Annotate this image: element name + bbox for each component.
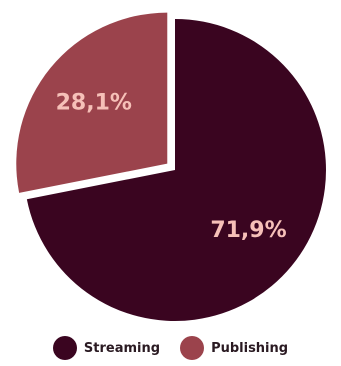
pie-slice-streaming[interactable] bbox=[26, 19, 326, 321]
data-label-streaming: 71,9% bbox=[210, 218, 286, 243]
legend: Streaming Publishing bbox=[0, 336, 341, 360]
legend-item-streaming[interactable]: Streaming bbox=[52, 336, 161, 360]
legend-label-streaming: Streaming bbox=[83, 340, 161, 356]
data-label-publishing: 28,1% bbox=[56, 91, 132, 116]
legend-label-publishing: Publishing bbox=[211, 340, 289, 356]
legend-item-publishing[interactable]: Publishing bbox=[180, 336, 288, 360]
legend-swatch-streaming bbox=[52, 336, 77, 360]
legend-swatch-publishing bbox=[180, 336, 205, 360]
pie-slice-publishing[interactable] bbox=[16, 12, 168, 193]
